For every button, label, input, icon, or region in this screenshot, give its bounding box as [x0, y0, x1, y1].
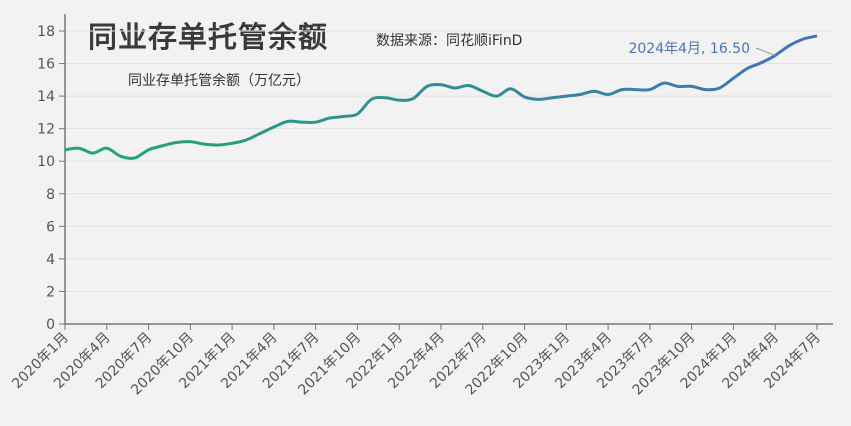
series-line [64, 34, 818, 160]
y-tick-label: 4 [46, 252, 55, 268]
annotation-leader [755, 47, 776, 56]
y-tick-label: 8 [46, 187, 55, 203]
y-tick-label: 16 [37, 57, 55, 73]
y-tick-label: 10 [37, 154, 55, 170]
y-tick-label: 18 [37, 24, 55, 40]
legend: 同业存单托管余额（万亿元） [92, 72, 310, 89]
legend-label: 同业存单托管余额（万亿元） [128, 72, 310, 89]
data-source: 数据来源：同花顺iFinD [376, 33, 523, 49]
y-tick-label: 12 [37, 122, 55, 138]
chart-title: 同业存单托管余额 [88, 20, 329, 54]
y-tick-label: 0 [46, 317, 55, 333]
annotation-label: 2024年4月, 16.50 [628, 41, 750, 57]
y-tick-label: 6 [46, 219, 55, 235]
y-tick-label: 2 [46, 284, 55, 300]
y-tick-label: 14 [37, 89, 55, 105]
